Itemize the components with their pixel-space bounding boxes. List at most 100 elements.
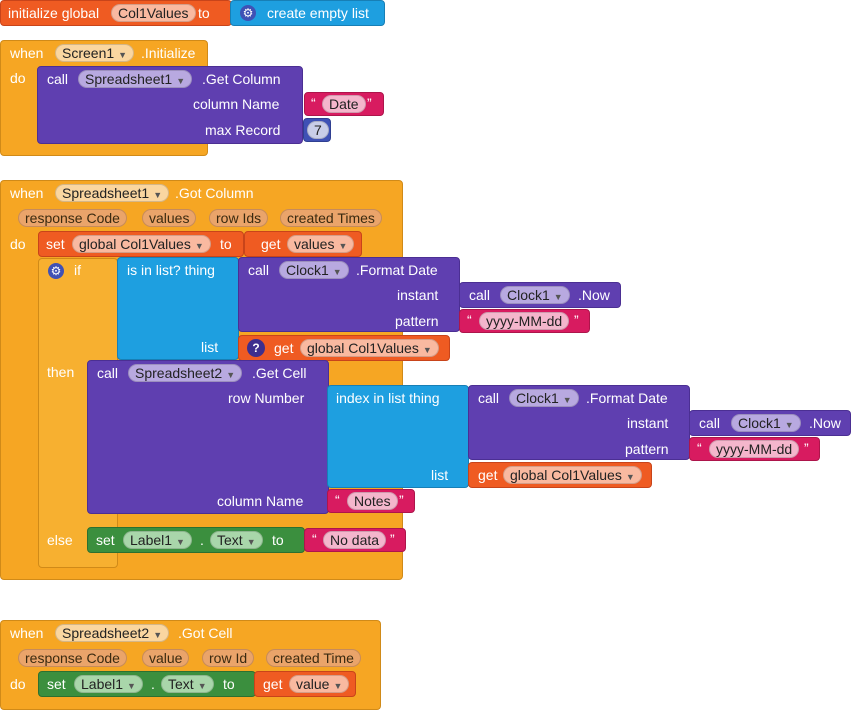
close-quote-icon: ” bbox=[367, 95, 372, 111]
do-label-2: do bbox=[10, 236, 26, 252]
screen-component-dropdown[interactable]: Screen1 ▼ bbox=[55, 44, 135, 62]
set-global-var-dropdown[interactable]: global Col1Values ▼ bbox=[72, 235, 211, 253]
spreadsheet2-dropdown[interactable]: Spreadsheet2 ▼ bbox=[128, 364, 243, 382]
clock1-now-dropdown[interactable]: Clock1 ▼ bbox=[500, 286, 570, 304]
column-name-value[interactable]: Date bbox=[322, 95, 366, 113]
get-value-dropdown[interactable]: value ▼ bbox=[289, 675, 350, 693]
get-global-dropdown-2[interactable]: global Col1Values ▼ bbox=[503, 466, 642, 484]
param-response-code-2[interactable]: response Code bbox=[18, 649, 127, 667]
set-label-3: set bbox=[47, 676, 66, 692]
close-quote-icon-3: ” bbox=[804, 440, 809, 456]
column-name-label-2: column Name bbox=[217, 493, 304, 509]
open-quote-icon-4: “ bbox=[335, 492, 340, 508]
to-label-4: to bbox=[223, 676, 235, 692]
call-label: call bbox=[47, 71, 69, 87]
to-label-2: to bbox=[220, 236, 232, 252]
open-quote-icon-2: “ bbox=[467, 312, 472, 328]
do-label-3: do bbox=[10, 676, 26, 692]
param-row-ids[interactable]: row Ids bbox=[209, 209, 269, 227]
param-value[interactable]: value bbox=[142, 649, 190, 667]
get-column-method: .Get Column bbox=[202, 71, 281, 87]
index-in-list-label: index in list thing bbox=[336, 390, 440, 406]
label1-dropdown[interactable]: Label1 ▼ bbox=[123, 531, 192, 549]
no-data-value[interactable]: No data bbox=[323, 531, 387, 549]
call-label-5: call bbox=[478, 390, 500, 406]
get-label-3: get bbox=[478, 467, 498, 483]
gear-icon[interactable]: ⚙ bbox=[240, 5, 256, 21]
max-record-label: max Record bbox=[205, 122, 281, 138]
get-cell-call-block[interactable] bbox=[87, 360, 329, 514]
param-created-times[interactable]: created Times bbox=[280, 209, 382, 227]
set-label: set bbox=[46, 236, 65, 252]
call-label-2: call bbox=[248, 262, 270, 278]
instant-label: instant bbox=[397, 287, 439, 303]
param-row-id[interactable]: row Id bbox=[202, 649, 255, 667]
param-values[interactable]: values bbox=[142, 209, 197, 227]
row-number-label: row Number bbox=[228, 390, 305, 406]
text-prop-dropdown-2[interactable]: Text ▼ bbox=[161, 675, 214, 693]
label1-dropdown-2[interactable]: Label1 ▼ bbox=[74, 675, 143, 693]
format-date-method-2: .Format Date bbox=[586, 390, 668, 406]
when-label-2: when bbox=[10, 185, 44, 201]
if-gear-icon[interactable]: ⚙ bbox=[48, 263, 64, 279]
get-values-dropdown[interactable]: values ▼ bbox=[287, 235, 355, 253]
clock1-dropdown[interactable]: Clock1 ▼ bbox=[279, 261, 349, 279]
pattern-value[interactable]: yyyy-MM-dd bbox=[479, 312, 570, 330]
pattern-label-2: pattern bbox=[625, 441, 669, 457]
clock1-now-dropdown-2[interactable]: Clock1 ▼ bbox=[731, 414, 801, 432]
clock1-dropdown-2[interactable]: Clock1 ▼ bbox=[509, 389, 579, 407]
set-label-2: set bbox=[96, 532, 115, 548]
do-label: do bbox=[10, 70, 26, 86]
global-var-name[interactable]: Col1Values bbox=[111, 4, 196, 22]
now-method: .Now bbox=[578, 287, 610, 303]
text-prop-dropdown[interactable]: Text ▼ bbox=[210, 531, 263, 549]
open-quote-icon: “ bbox=[311, 95, 316, 111]
param-created-time[interactable]: created Time bbox=[266, 649, 361, 667]
format-date-call-block[interactable] bbox=[238, 257, 460, 332]
call-label-6: call bbox=[699, 415, 721, 431]
get-label-4: get bbox=[263, 676, 283, 692]
get-cell-method: .Get Cell bbox=[252, 365, 307, 381]
when-label: when bbox=[10, 45, 44, 61]
close-quote-icon-5: ” bbox=[390, 531, 395, 547]
dot-label: . bbox=[200, 532, 204, 548]
list-label: list bbox=[201, 339, 219, 355]
dot-label-2: . bbox=[151, 676, 155, 692]
if-label: if bbox=[74, 262, 81, 278]
got-column-event-label: .Got Column bbox=[175, 185, 254, 201]
to-label: to bbox=[198, 5, 210, 21]
then-label: then bbox=[47, 364, 75, 380]
got-cell-event-label: .Got Cell bbox=[178, 625, 233, 641]
pattern-label: pattern bbox=[395, 313, 439, 329]
initialize-event-label: .Initialize bbox=[141, 45, 196, 61]
spreadsheet1-dropdown[interactable]: Spreadsheet1 ▼ bbox=[78, 70, 193, 88]
list-label-2: list bbox=[431, 467, 449, 483]
format-date-call-block-2[interactable] bbox=[468, 385, 690, 460]
close-quote-icon-2: ” bbox=[574, 312, 579, 328]
get-label: get bbox=[261, 236, 281, 252]
is-in-list-label: is in list? thing bbox=[127, 262, 215, 278]
format-date-method: .Format Date bbox=[356, 262, 438, 278]
call-label-4: call bbox=[97, 365, 119, 381]
when-label-3: when bbox=[10, 625, 44, 641]
initialize-global-label: initialize global bbox=[8, 5, 100, 21]
get-global-dropdown[interactable]: global Col1Values ▼ bbox=[300, 339, 439, 357]
column-name-label: column Name bbox=[193, 96, 280, 112]
spreadsheet1-event-dropdown[interactable]: Spreadsheet1 ▼ bbox=[55, 184, 170, 202]
create-empty-list-label: create empty list bbox=[267, 5, 369, 21]
call-label-3: call bbox=[469, 287, 491, 303]
param-response-code[interactable]: response Code bbox=[18, 209, 127, 227]
to-label-3: to bbox=[272, 532, 284, 548]
spreadsheet2-event-dropdown[interactable]: Spreadsheet2 ▼ bbox=[55, 624, 170, 642]
close-quote-icon-4: ” bbox=[399, 492, 404, 508]
else-label: else bbox=[47, 532, 73, 548]
notes-value[interactable]: Notes bbox=[347, 492, 398, 510]
open-quote-icon-3: “ bbox=[697, 440, 702, 456]
help-icon[interactable]: ? bbox=[247, 339, 265, 357]
instant-label-2: instant bbox=[627, 415, 669, 431]
open-quote-icon-5: “ bbox=[312, 531, 317, 547]
pattern-value-2[interactable]: yyyy-MM-dd bbox=[709, 440, 800, 458]
max-record-value[interactable]: 7 bbox=[307, 121, 329, 139]
index-in-list-block[interactable] bbox=[327, 385, 469, 488]
